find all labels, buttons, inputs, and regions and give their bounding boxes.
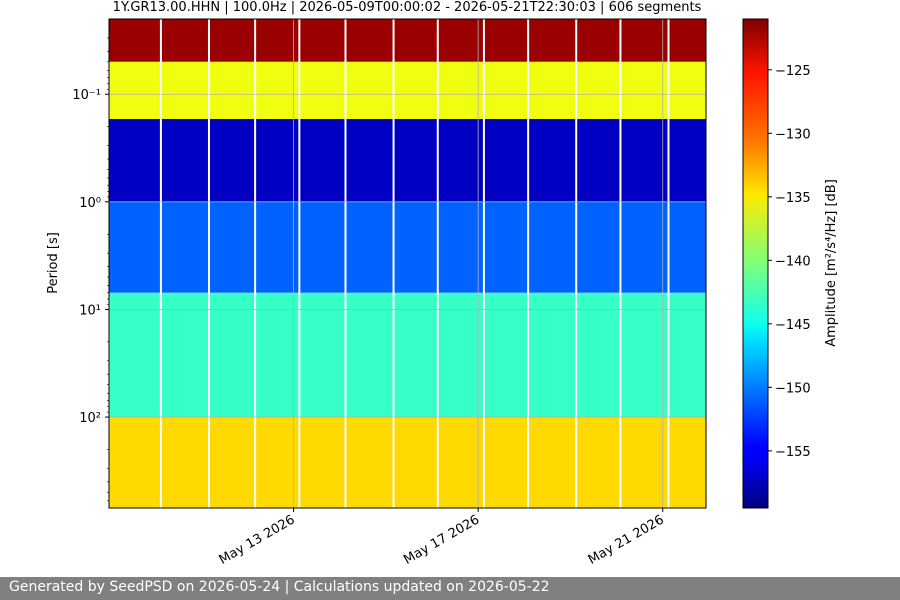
colorbar: −125 −130 −135 −140 −145 −150 −155 <box>742 18 811 509</box>
x-axis: May 13 2026 May 17 2026 May 21 2026 <box>217 508 667 568</box>
y-tick-label: 10⁰ <box>79 196 101 211</box>
footer-text: Generated by SeedPSD on 2026-05-24 | Cal… <box>9 579 550 595</box>
x-tick-label: May 21 2026 <box>586 512 667 567</box>
colorbar-tick-label: −150 <box>775 381 811 396</box>
spectrogram-band-3 <box>109 201 706 293</box>
spectrogram-band-0 <box>109 19 706 62</box>
colorbar-tick-label: −130 <box>775 127 811 142</box>
y-tick-label: 10² <box>79 411 101 426</box>
spectrogram-band-2 <box>109 119 706 202</box>
spectrogram-band-4 <box>109 292 706 418</box>
spectrogram-band-1 <box>109 61 706 120</box>
plot-frame <box>108 18 707 509</box>
y-tick-label: 10¹ <box>79 303 101 318</box>
colorbar-tick-label: −155 <box>775 445 811 460</box>
colorbar-tick-label: −135 <box>775 191 811 206</box>
colorbar-gradient <box>742 18 769 509</box>
y-axis-label: Period [s] <box>46 232 61 294</box>
y-tick-label: 10⁻¹ <box>72 88 101 103</box>
chart-title: 1Y.GR13.00.HHN | 100.0Hz | 2026-05-09T00… <box>113 0 702 15</box>
colorbar-label: Amplitude [m²/s⁴/Hz] [dB] <box>824 179 839 347</box>
colorbar-tick-label: −125 <box>775 64 811 79</box>
x-tick-label: May 13 2026 <box>217 512 298 567</box>
colorbar-tick-label: −140 <box>775 254 811 269</box>
footer-bar: Generated by SeedPSD on 2026-05-24 | Cal… <box>0 577 900 600</box>
spectrogram-band-5 <box>109 417 706 508</box>
x-tick-label: May 17 2026 <box>401 512 482 567</box>
y-axis: 10⁻¹ 10⁰ 10¹ 10² <box>72 37 109 502</box>
colorbar-tick-label: −145 <box>775 318 811 333</box>
plot-area <box>109 19 706 508</box>
